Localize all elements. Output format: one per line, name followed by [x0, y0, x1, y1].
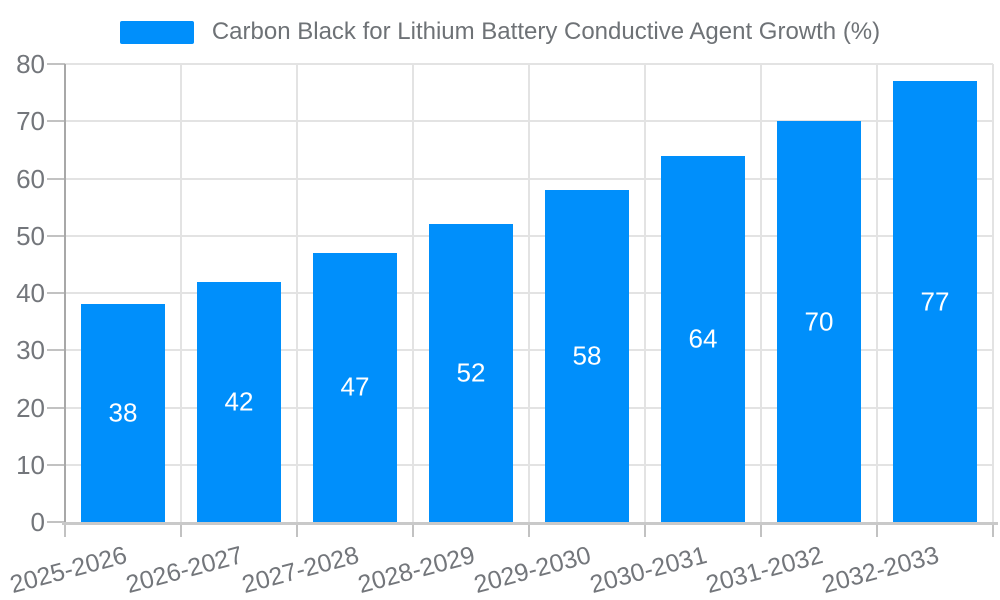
y-tick: [47, 292, 65, 294]
chart-title: Carbon Black for Lithium Battery Conduct…: [211, 18, 881, 45]
legend-swatch[interactable]: [119, 20, 194, 44]
x-gridline: [412, 64, 414, 522]
x-tick: [644, 522, 646, 537]
x-tick: [992, 522, 994, 537]
bar[interactable]: 77: [893, 81, 977, 522]
bar-value-label: 77: [920, 286, 950, 317]
y-axis-label: 10: [16, 449, 45, 480]
bar[interactable]: 52: [429, 224, 513, 522]
x-gridline: [760, 64, 762, 522]
bar-value-label: 47: [340, 371, 370, 402]
y-axis-label: 40: [16, 278, 45, 308]
x-axis-label: 2027-2028: [239, 541, 363, 599]
y-tick: [47, 349, 65, 352]
bar-value-label: 42: [224, 386, 254, 417]
bar-value-label: 64: [688, 323, 718, 354]
bar-value-label: 38: [108, 397, 138, 428]
y-tick: [47, 521, 65, 523]
x-axis-label: 2026-2027: [123, 541, 247, 599]
y-tick: [47, 463, 65, 466]
bar[interactable]: 64: [661, 155, 745, 522]
bar-value-label: 58: [572, 340, 602, 371]
bar[interactable]: 38: [81, 304, 165, 522]
y-tick: [47, 177, 65, 180]
x-tick: [760, 522, 762, 537]
legend[interactable]: Carbon Black for Lithium Battery Conduct…: [0, 18, 1000, 46]
bar[interactable]: 70: [777, 121, 861, 522]
x-gridline: [180, 64, 182, 522]
x-gridline: [876, 64, 878, 522]
x-tick: [528, 522, 530, 537]
y-axis-label: 70: [16, 106, 45, 137]
x-axis-label: 2028-2029: [355, 541, 479, 599]
bar-value-label: 52: [456, 357, 486, 388]
x-tick: [412, 522, 414, 537]
bar-value-label: 70: [804, 306, 834, 337]
y-axis-label: 0: [30, 507, 45, 537]
x-tick: [876, 522, 878, 537]
y-axis-label: 30: [16, 335, 45, 366]
bar[interactable]: 47: [313, 252, 397, 522]
x-axis-label: 2031-2032: [703, 541, 827, 599]
x-tick: [64, 522, 66, 537]
bar[interactable]: 58: [545, 189, 629, 522]
y-tick: [47, 234, 65, 237]
x-axis-label: 2032-2033: [819, 541, 943, 599]
y-axis-label: 20: [16, 392, 45, 423]
x-gridline: [296, 64, 298, 522]
x-gridline: [528, 64, 530, 522]
x-tick: [296, 522, 298, 537]
x-gridline: [992, 64, 994, 522]
y-axis-line: [64, 64, 66, 524]
y-tick: [47, 63, 65, 65]
x-axis-line: [62, 522, 998, 525]
y-axis-label: 50: [16, 220, 45, 251]
x-gridline: [644, 64, 646, 522]
x-axis-label: 2030-2031: [587, 541, 711, 599]
x-tick: [180, 522, 182, 537]
y-tick: [47, 406, 65, 409]
y-tick: [47, 120, 65, 123]
y-axis-label: 80: [16, 49, 45, 79]
x-axis-label: 2025-2026: [7, 541, 131, 599]
x-axis-label: 2029-2030: [471, 541, 595, 599]
y-axis-label: 60: [16, 163, 45, 194]
bar[interactable]: 42: [197, 281, 281, 522]
